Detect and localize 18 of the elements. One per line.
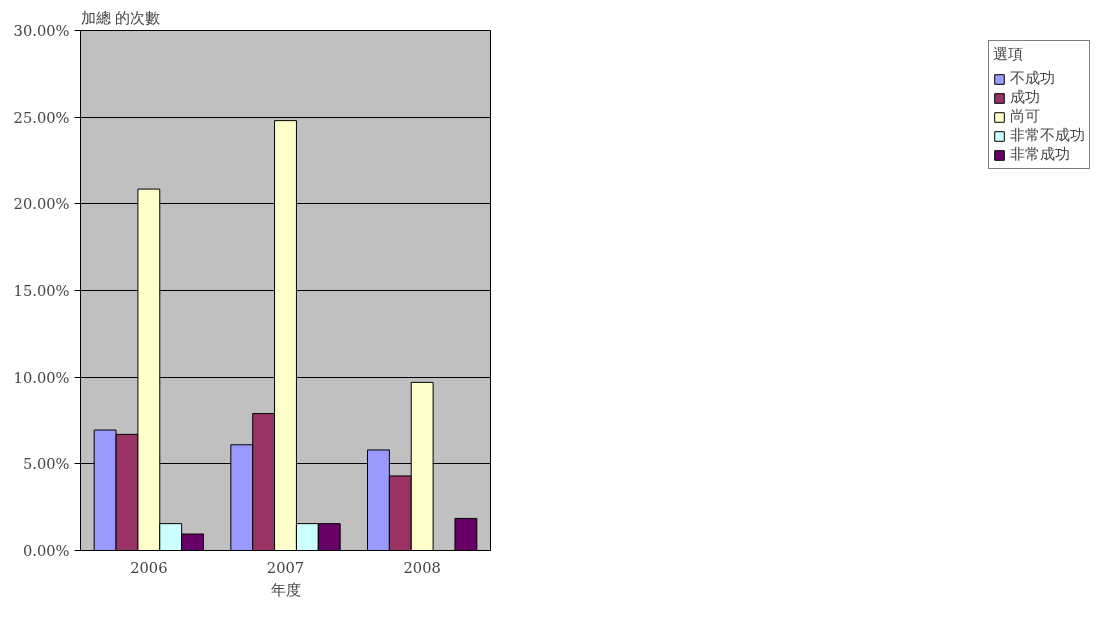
y-tick-label: 15.00% (13, 282, 70, 299)
y-axis-title: 加總 的次數 (80, 8, 161, 26)
legend-label: 尚可 (1010, 107, 1040, 126)
y-tick-label: 0.00% (22, 542, 70, 559)
y-tick-label: 10.00% (13, 368, 70, 386)
y-tick-label: 30.00% (13, 22, 70, 39)
x-tick-label: 2006 (130, 558, 168, 576)
legend-title: 選項 (993, 45, 1024, 64)
legend-label: 不成功 (1010, 69, 1055, 88)
legend-label: 非常成功 (1010, 145, 1070, 164)
y-tick-label: 25.00% (13, 108, 70, 126)
x-tick-label: 2008 (403, 558, 441, 576)
legend-label: 非常不成功 (1010, 126, 1085, 145)
y-tick-label: 20.00% (13, 195, 70, 213)
x-axis-title: 年度 (270, 580, 301, 598)
x-tick-label: 2007 (266, 558, 305, 576)
legend-label: 成功 (1010, 88, 1040, 107)
y-tick-label: 5.00% (22, 455, 70, 473)
